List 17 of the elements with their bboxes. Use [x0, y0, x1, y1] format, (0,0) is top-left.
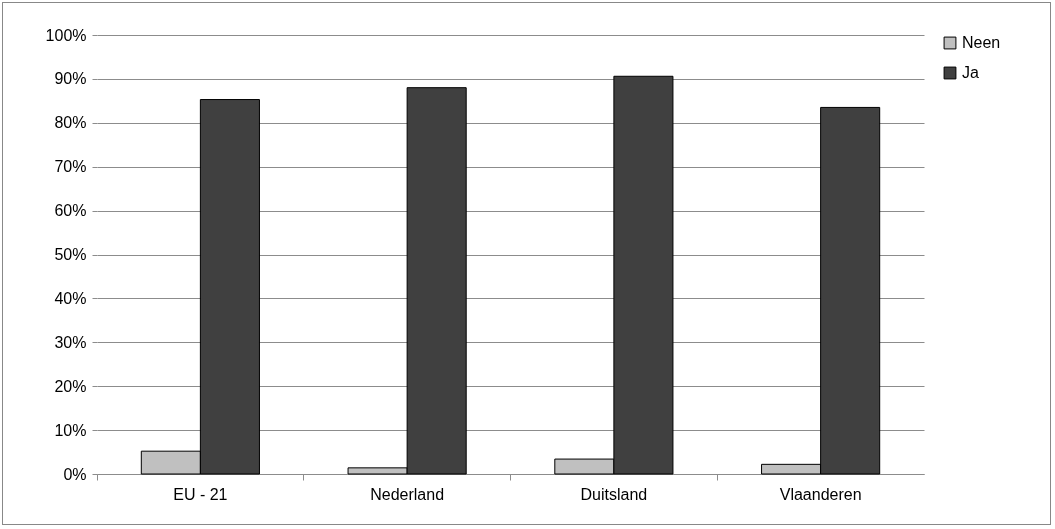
legend-label: Ja [962, 64, 979, 81]
y-tick-label: 60% [54, 202, 87, 220]
x-tick-label: Vlaanderen [779, 485, 862, 503]
x-tick-label: Nederland [370, 485, 445, 503]
legend-label: Neen [962, 34, 1001, 51]
y-tick-label: 50% [54, 246, 87, 263]
y-tick-label: 100% [45, 26, 87, 44]
y-tick-label: 40% [54, 289, 87, 307]
y-tick-label: 20% [54, 377, 87, 395]
y-tick-label: 0% [63, 465, 87, 483]
x-tick-label: Duitsland [580, 485, 648, 503]
y-tick-label: 80% [54, 114, 87, 132]
y-tick-label: 30% [54, 333, 87, 351]
x-tick-label: EU - 21 [173, 485, 228, 503]
y-tick-label: 70% [54, 158, 87, 176]
y-tick-label: 10% [54, 421, 87, 439]
y-tick-label: 90% [54, 70, 87, 88]
